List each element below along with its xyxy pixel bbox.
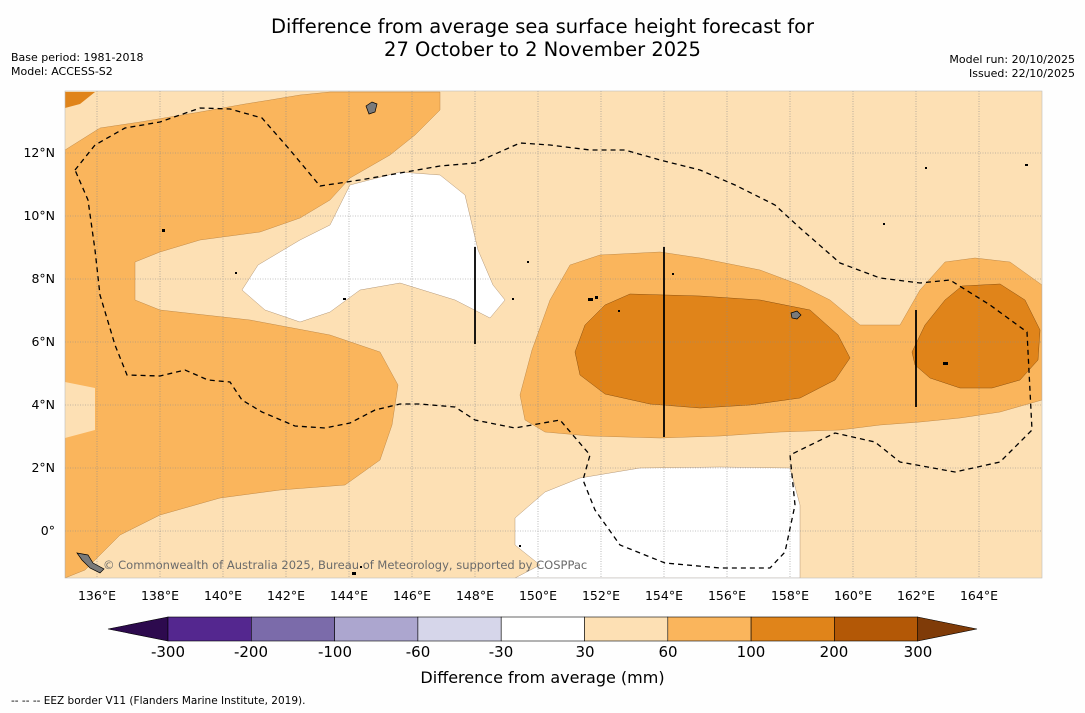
lon-label: 136°E bbox=[77, 588, 116, 603]
colorbar-swatch bbox=[167, 616, 252, 642]
copyright-credit: © Commonwealth of Australia 2025, Bureau… bbox=[103, 558, 588, 572]
lon-label: 154°E bbox=[644, 588, 683, 603]
model-name: Model: ACCESS-S2 bbox=[11, 64, 113, 78]
colorbar-swatch bbox=[667, 616, 752, 642]
colorbar-label: 200 bbox=[819, 643, 849, 661]
lon-label: 156°E bbox=[707, 588, 746, 603]
lon-label: 140°E bbox=[203, 588, 242, 603]
colorbar-swatch bbox=[750, 616, 835, 642]
lon-label: 144°E bbox=[329, 588, 368, 603]
lon-label: 138°E bbox=[140, 588, 179, 603]
contour-100-200-corner bbox=[65, 92, 95, 108]
colorbar-label: 100 bbox=[736, 643, 766, 661]
lon-label: 150°E bbox=[518, 588, 557, 603]
eez-border bbox=[74, 107, 1033, 569]
colorbar-swatch bbox=[834, 616, 919, 642]
contour-30-60-hole bbox=[65, 382, 95, 438]
lon-label: 162°E bbox=[896, 588, 935, 603]
colorbar-label: 300 bbox=[903, 643, 933, 661]
model-run: Model run: 20/10/2025 bbox=[949, 53, 1075, 66]
lon-label: 148°E bbox=[455, 588, 494, 603]
colorbar-title: Difference from average (mm) bbox=[420, 668, 665, 687]
lat-label: 0° bbox=[40, 523, 55, 538]
colorbar-swatch bbox=[417, 616, 502, 642]
station-markers bbox=[474, 247, 917, 437]
meta-left: Base period: 1981-2018 Model: ACCESS-S2 bbox=[11, 51, 143, 78]
below-30-south bbox=[514, 466, 801, 578]
below-30-west bbox=[241, 171, 506, 323]
lat-label: 12°N bbox=[23, 145, 55, 160]
map-title: Difference from average sea surface heig… bbox=[0, 15, 1085, 61]
lon-label: 146°E bbox=[392, 588, 431, 603]
base-period: Base period: 1981-2018 bbox=[11, 51, 144, 64]
contour-fill bbox=[65, 91, 1042, 578]
contour-30-60-corner bbox=[65, 115, 100, 140]
title-line-1: Difference from average sea surface heig… bbox=[270, 15, 815, 38]
map-frame bbox=[64, 90, 1043, 579]
lat-label: 8°N bbox=[31, 271, 55, 286]
colorbar-label: -30 bbox=[488, 643, 514, 661]
lat-label: 4°N bbox=[31, 397, 55, 412]
eez-footnote: -- -- -- EEZ border V11 (Flanders Marine… bbox=[11, 695, 306, 707]
small-islands bbox=[162, 164, 1028, 575]
contour-100-200-central bbox=[574, 293, 851, 409]
colorbar-label: -100 bbox=[317, 643, 353, 661]
lat-label: 6°N bbox=[31, 334, 55, 349]
colorbar-swatch bbox=[500, 616, 585, 642]
lon-label: 164°E bbox=[959, 588, 998, 603]
colorbar-label: -300 bbox=[150, 643, 186, 661]
lon-label: 152°E bbox=[581, 588, 620, 603]
colorbar-swatch bbox=[584, 616, 669, 642]
lon-label: 158°E bbox=[770, 588, 809, 603]
colorbar-swatch bbox=[334, 616, 419, 642]
colorbar-label: 30 bbox=[575, 643, 595, 661]
colorbar-label: 60 bbox=[658, 643, 678, 661]
lon-label: 160°E bbox=[833, 588, 872, 603]
colorbar-arrow-high bbox=[917, 616, 978, 642]
colorbar-label: -60 bbox=[405, 643, 431, 661]
lat-label: 2°N bbox=[31, 460, 55, 475]
colorbar-swatch bbox=[251, 616, 335, 642]
issued-date: Issued: 22/10/2025 bbox=[968, 66, 1075, 80]
lat-label: 10°N bbox=[23, 208, 55, 223]
colorbar-arrow-low bbox=[107, 616, 169, 642]
colorbar bbox=[107, 616, 978, 642]
title-line-2: 27 October to 2 November 2025 bbox=[384, 38, 701, 61]
lon-label: 142°E bbox=[266, 588, 305, 603]
solomon-islands-landmass bbox=[76, 101, 802, 574]
colorbar-label: -200 bbox=[233, 643, 269, 661]
meta-right: Model run: 20/10/2025 Issued: 22/10/2025 bbox=[949, 53, 1075, 80]
